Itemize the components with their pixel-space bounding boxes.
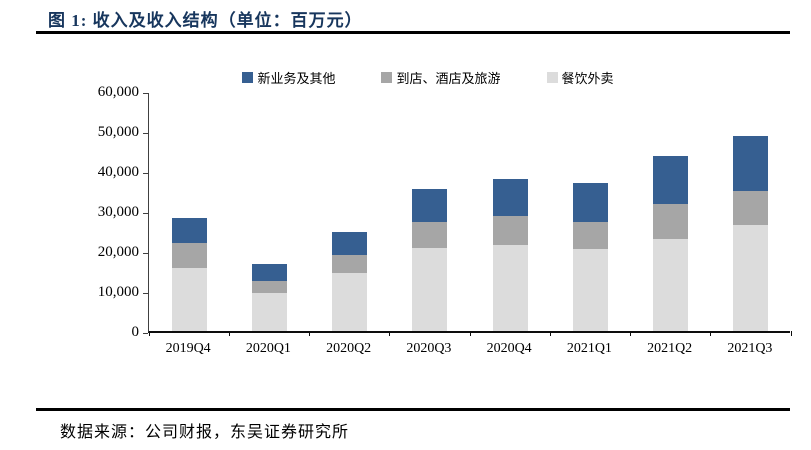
y-axis-label: 20,000 <box>97 244 139 260</box>
y-axis-tick <box>143 172 148 174</box>
data-source-text: 数据来源：公司财报，东吴证券研究所 <box>60 424 350 441</box>
x-axis-tick <box>790 331 792 336</box>
y-axis-tick <box>143 132 148 134</box>
bar-segment <box>572 248 608 331</box>
bar-segment <box>332 272 368 331</box>
y-axis-label: 0 <box>131 324 140 340</box>
bar-segment <box>572 182 608 223</box>
title-divider-line <box>36 31 790 34</box>
x-axis-label: 2021Q1 <box>566 341 612 356</box>
y-axis-tick <box>143 252 148 254</box>
bar-segment <box>332 232 368 255</box>
bar-segment <box>251 280 287 294</box>
bar-segment <box>492 179 528 217</box>
x-axis-tick <box>309 331 310 336</box>
stacked-bar-2020Q2 <box>332 232 368 331</box>
x-axis-tick <box>389 331 391 336</box>
bar-segment <box>492 216 528 245</box>
x-axis-label: 2020Q4 <box>486 341 532 356</box>
bar-segment <box>412 189 448 223</box>
stacked-bar-2020Q1 <box>251 264 287 331</box>
y-axis-label: 40,000 <box>97 164 139 180</box>
legend-swatch-icon <box>546 72 558 83</box>
x-axis-tick <box>469 331 471 336</box>
x-axis-label: 2020Q1 <box>245 341 291 356</box>
bar-segment <box>492 244 528 331</box>
bar-segment <box>171 268 207 331</box>
stacked-bar-2020Q3 <box>412 189 448 331</box>
bar-segment <box>412 248 448 331</box>
legend-label: 餐饮外卖 <box>561 71 614 86</box>
bar-segment <box>251 264 287 281</box>
bar-segment <box>332 254 368 273</box>
x-axis-label: 2020Q3 <box>406 341 452 356</box>
x-axis-tick <box>228 331 230 336</box>
stacked-bar-2020Q4 <box>492 179 528 331</box>
legend-item: 餐饮外卖 <box>546 68 614 87</box>
legend-label: 到店、酒店及旅游 <box>396 71 501 86</box>
bar-segment <box>171 242 207 269</box>
y-axis-tick <box>143 332 148 334</box>
legend-item: 到店、酒店及旅游 <box>381 68 501 87</box>
y-axis-tick <box>143 292 148 294</box>
bar-segment <box>733 190 769 226</box>
y-axis-label: 30,000 <box>97 204 139 220</box>
y-axis-label: 10,000 <box>97 284 139 300</box>
legend-swatch-icon <box>381 72 393 83</box>
plot-area: 0 10,000 20,000 30,000 40,000 50,000 60,000 <box>98 84 792 340</box>
legend-item: 新业务及其他 <box>242 68 335 87</box>
footer-divider-line <box>36 408 790 411</box>
bar-segment <box>572 222 608 249</box>
bar-segment <box>653 238 689 331</box>
bar-segment <box>733 135 769 191</box>
bar-segment <box>733 225 769 331</box>
x-axis-tick <box>148 331 150 336</box>
chart-legend: 新业务及其他 到店、酒店及旅游 餐饮外卖 <box>148 68 708 87</box>
bar-segment <box>412 222 448 249</box>
y-axis-label: 50,000 <box>97 124 139 140</box>
x-axis-label: 2021Q3 <box>727 341 773 356</box>
stacked-bar-2021Q3 <box>733 135 769 331</box>
x-axis-tick <box>710 331 712 336</box>
y-axis-tick <box>143 212 148 214</box>
figure-title: 图 1: 收入及收入结构（单位：百万元） <box>48 11 363 30</box>
bar-segment <box>653 204 689 239</box>
x-axis-tick <box>630 331 631 336</box>
x-axis-tick <box>549 331 551 336</box>
stacked-bar-2021Q2 <box>653 155 689 331</box>
bar-segment <box>171 218 207 243</box>
bar-segment <box>251 293 287 331</box>
y-axis-tick <box>143 92 148 94</box>
legend-swatch-icon <box>242 72 254 83</box>
bar-segment <box>653 155 689 205</box>
x-axis-label: 2020Q2 <box>326 341 372 356</box>
legend-label: 新业务及其他 <box>257 71 336 86</box>
y-axis-label: 60,000 <box>97 84 139 100</box>
x-axis-label: 2019Q4 <box>165 341 211 356</box>
stacked-bar-2019Q4 <box>171 218 207 331</box>
stacked-bar-2021Q1 <box>572 182 608 331</box>
x-axis-label: 2021Q2 <box>647 341 693 356</box>
